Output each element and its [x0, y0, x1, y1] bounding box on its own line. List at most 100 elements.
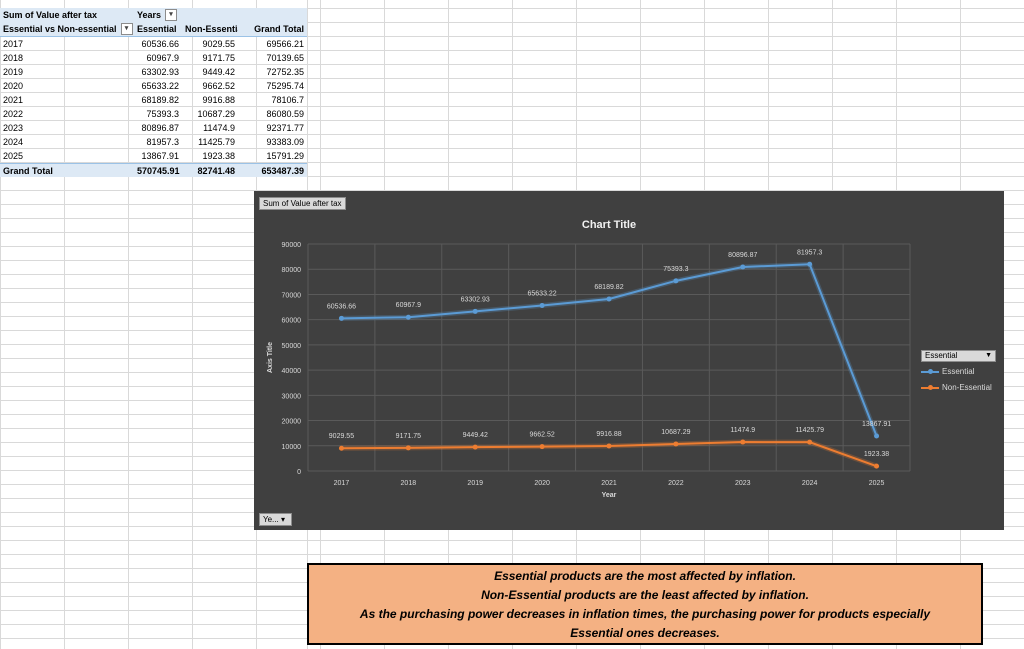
- pivot-cell-grand-total: 69566.21: [266, 39, 304, 49]
- data-point: [874, 433, 880, 439]
- pivot-cell-essential: 60536.66: [141, 39, 179, 49]
- pivot-row[interactable]: 2022 75393.3 10687.29 86080.59: [0, 107, 307, 121]
- column-filter-icon[interactable]: ▾: [165, 8, 178, 21]
- pivot-row[interactable]: 2025 13867.91 1923.38 15791.29: [0, 149, 307, 163]
- note-line: Essential products are the most affected…: [494, 569, 796, 583]
- pivot-row[interactable]: 2020 65633.22 9662.52 75295.74: [0, 79, 307, 93]
- data-label: 9171.75: [396, 433, 421, 440]
- data-label: 60967.9: [396, 302, 421, 309]
- col-header-essential[interactable]: Essential: [134, 22, 182, 36]
- data-label: 9029.55: [329, 433, 354, 440]
- pivot-value-field[interactable]: Sum of Value after tax: [0, 8, 134, 22]
- data-label: 80896.87: [728, 252, 757, 259]
- y-tick-label: 80000: [282, 267, 302, 274]
- legend-item-essential[interactable]: Essential: [921, 367, 974, 376]
- pivot-table[interactable]: Sum of Value after tax Years ▾ Essential …: [0, 8, 307, 177]
- y-axis-title: Axis Title: [267, 342, 274, 373]
- pivot-row[interactable]: 2023 80896.87 11474.9 92371.77: [0, 121, 307, 135]
- chart-value-field-button[interactable]: Sum of Value after tax: [259, 197, 346, 210]
- data-point: [338, 445, 344, 451]
- pivot-row[interactable]: 2021 68189.82 9916.88 78106.7: [0, 93, 307, 107]
- note-line: Essential ones decreases.: [570, 626, 720, 640]
- pivot-cell-essential: 13867.91: [141, 151, 179, 161]
- pivot-row-label: 2024: [3, 137, 24, 147]
- x-tick-label: 2018: [401, 480, 417, 487]
- data-point: [606, 443, 612, 449]
- x-tick-label: 2020: [534, 480, 550, 487]
- x-tick-label: 2025: [869, 480, 885, 487]
- row-filter-icon[interactable]: ▾: [120, 22, 133, 35]
- pivot-cell-grand-total: 15791.29: [266, 151, 304, 161]
- pivot-row-label: 2025: [3, 151, 24, 161]
- legend-marker-icon: [921, 368, 939, 374]
- pivot-cell-non-essential: 11474.9: [203, 123, 235, 133]
- col-header-non-essential[interactable]: Non-Essential: [182, 22, 238, 36]
- pivot-chart[interactable]: Sum of Value after tax Chart Title 0 10000…: [254, 191, 1004, 530]
- grand-total-essential: 570745.91: [134, 163, 182, 177]
- pivot-cell-non-essential: 9029.55: [202, 39, 235, 49]
- col-header-grand-total[interactable]: Grand Total: [238, 22, 307, 36]
- data-point: [874, 463, 880, 469]
- conclusion-note[interactable]: Essential products are the most affected…: [307, 563, 983, 645]
- pivot-cell-grand-total: 93383.09: [266, 137, 304, 147]
- y-tick-label: 70000: [282, 292, 302, 299]
- data-label: 81957.3: [797, 249, 822, 256]
- pivot-cell-grand-total: 72752.35: [266, 67, 304, 77]
- legend-field-dropdown[interactable]: Essential ▼: [921, 350, 996, 362]
- chart-axis-field-button[interactable]: Ye... ▾: [259, 513, 292, 526]
- pivot-row[interactable]: 2019 63302.93 9449.42 72752.35: [0, 65, 307, 79]
- data-point: [740, 439, 746, 445]
- pivot-cell-essential: 60967.9: [146, 53, 179, 63]
- pivot-cell-essential: 65633.22: [141, 81, 179, 91]
- pivot-cell-non-essential: 1923.38: [202, 151, 235, 161]
- y-tick-label: 10000: [282, 444, 302, 451]
- x-tick-label: 2019: [467, 480, 483, 487]
- pivot-row[interactable]: 2018 60967.9 9171.75 70139.65: [0, 51, 307, 65]
- pivot-grand-total-row[interactable]: Grand Total 570745.91 82741.48 653487.39: [0, 163, 307, 177]
- pivot-row-label: 2023: [3, 123, 24, 133]
- grand-total-all: 653487.39: [238, 163, 307, 177]
- pivot-row-label: 2019: [3, 67, 24, 77]
- pivot-header-row-2: Essential vs Non-essential ▾ Essential No…: [0, 22, 307, 37]
- y-tick-label: 0: [297, 469, 301, 476]
- data-label: 9449.42: [463, 432, 488, 439]
- pivot-cell-grand-total: 70139.65: [266, 53, 304, 63]
- data-point: [673, 441, 679, 447]
- data-label: 1923.38: [864, 451, 889, 458]
- data-label: 11474.9: [730, 427, 755, 434]
- line-chart: Chart Title 0 10000 20000 30000 40000 50000 600…: [267, 219, 911, 499]
- pivot-row[interactable]: 2017 60536.66 9029.55 69566.21: [0, 37, 307, 51]
- pivot-row-field[interactable]: Essential vs Non-essential ▾: [0, 22, 134, 36]
- x-tick-label: 2024: [802, 480, 818, 487]
- pivot-cell-essential: 75393.3: [146, 109, 179, 119]
- pivot-cell-non-essential: 9662.52: [202, 81, 235, 91]
- y-tick-label: 50000: [282, 343, 302, 350]
- x-tick-label: 2022: [668, 480, 684, 487]
- data-point: [472, 308, 478, 314]
- note-line: As the purchasing power decreases in inf…: [359, 607, 931, 621]
- legend-item-non-essential[interactable]: Non-Essential: [921, 383, 992, 392]
- pivot-row-label: 2021: [3, 95, 24, 105]
- y-tick-label: 90000: [282, 242, 302, 249]
- data-label: 9916.88: [596, 431, 621, 438]
- pivot-cell-grand-total: 78106.7: [271, 95, 304, 105]
- row-field-label: Essential vs Non-essential: [3, 24, 117, 34]
- legend-label: Essential: [942, 367, 975, 376]
- x-axis-title: Year: [602, 492, 617, 499]
- pivot-row-label: 2017: [3, 39, 24, 49]
- data-point: [539, 302, 545, 308]
- grand-total-non-essential: 82741.48: [182, 163, 238, 177]
- data-label: 9662.52: [529, 432, 554, 439]
- x-tick-label: 2023: [735, 480, 751, 487]
- pivot-cell-non-essential: 9171.75: [202, 53, 235, 63]
- data-point: [740, 264, 746, 270]
- data-label: 60536.66: [327, 303, 356, 310]
- pivot-row[interactable]: 2024 81957.3 11425.79 93383.09: [0, 135, 307, 149]
- dropdown-arrow-icon: ▼: [985, 352, 992, 359]
- legend-label: Non-Essential: [942, 383, 992, 392]
- pivot-row-label: 2018: [3, 53, 24, 63]
- pivot-body: 2017 60536.66 9029.55 69566.21 2018 60967.9 91…: [0, 37, 307, 163]
- pivot-column-field[interactable]: Years ▾: [134, 8, 182, 22]
- column-field-label: Years: [137, 10, 162, 20]
- data-point: [472, 444, 478, 450]
